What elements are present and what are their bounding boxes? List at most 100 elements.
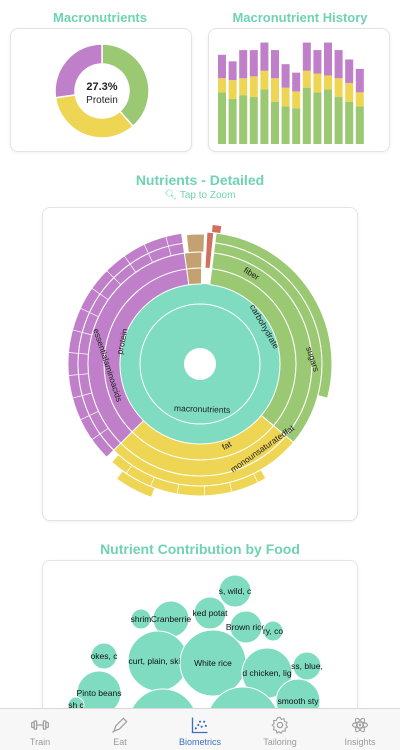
food-bubble[interactable] — [218, 574, 252, 608]
tab-biometrics[interactable]: Biometrics — [160, 709, 240, 750]
history-bar-segment — [239, 95, 248, 144]
sunburst-tan-slice[interactable] — [185, 233, 206, 254]
macronutrients-card[interactable]: 27.3% Protein — [10, 28, 192, 152]
macronutrients-donut-chart: 27.3% Protein — [54, 43, 150, 139]
history-bar-segment — [228, 61, 237, 81]
food-bubble[interactable] — [193, 596, 227, 630]
nutrients-sunburst-card[interactable]: macronutrients protein essentialaminoacids… — [42, 207, 358, 521]
tab-tailoring-label: Tailoring — [263, 737, 297, 747]
sunburst-red-slice[interactable] — [204, 231, 215, 270]
sunburst-carb-layer[interactable] — [214, 232, 333, 399]
donut-center-value: 27.3% — [86, 81, 117, 93]
history-bar-segment — [260, 42, 269, 71]
food-bubble-label: Brown rice — [226, 622, 266, 632]
history-bar-segment — [324, 75, 332, 90]
food-bubble-label: curt, plain, skim — [128, 656, 187, 666]
sunburst-divider — [91, 288, 109, 301]
tap-to-zoom-hint[interactable]: 🔍︎ Tap to Zoom — [0, 190, 400, 201]
sunburst-core-macronutrients[interactable] — [119, 284, 280, 444]
history-bar-segment — [324, 89, 332, 144]
food-bubble-label: White rice — [194, 658, 232, 668]
dumbbell-icon — [31, 720, 49, 730]
zoom-icon: 🔍︎ — [164, 190, 178, 201]
history-bar-segment — [260, 70, 269, 90]
tab-train[interactable]: Train — [0, 709, 80, 750]
history-bar-segment — [281, 106, 290, 144]
history-bar-segment — [281, 87, 290, 107]
bottom-tab-bar: Train Eat Biometrics Tailoring — [0, 708, 400, 750]
food-bubble[interactable] — [229, 610, 263, 644]
sunburst-divider — [68, 352, 89, 355]
food-bubble-label: ked potat — [193, 608, 229, 618]
macronutrients-title: Macronutrients — [53, 10, 147, 25]
donut-slice-protein[interactable] — [54, 43, 103, 99]
sunburst-divider — [274, 459, 282, 469]
macronutrient-history-card[interactable] — [208, 28, 390, 152]
nutrient-contribution-card[interactable]: s, wild, c ked potat Cranberrie shrim Brown … — [42, 560, 358, 720]
food-bubble-label: d chicken, lig — [242, 668, 291, 678]
history-bar-segment — [313, 73, 322, 93]
food-bubble[interactable] — [262, 620, 284, 642]
history-bar-segment — [313, 92, 322, 144]
sunburst-divider — [124, 255, 137, 273]
food-bubble-label: shrim — [131, 614, 152, 624]
history-bar-segment — [313, 50, 322, 74]
sunburst-divider — [72, 329, 92, 336]
food-bubble-label: smooth sty — [277, 696, 319, 706]
sunburst-fat-layer[interactable] — [110, 453, 267, 497]
nutrients-detailed-title: Nutrients - Detailed — [135, 172, 265, 188]
tab-insights[interactable]: Insights — [320, 709, 400, 750]
history-bar-segment — [281, 64, 290, 88]
history-bar-segment — [355, 92, 364, 107]
sunburst-fat-layer[interactable] — [115, 470, 156, 499]
history-bar-segment — [334, 97, 343, 144]
tab-eat-label: Eat — [113, 737, 127, 747]
food-bubble[interactable] — [130, 608, 152, 630]
history-bar-segment — [218, 78, 226, 93]
history-bar-segment — [249, 76, 258, 98]
history-bar-segment — [302, 70, 311, 88]
sunburst-divider — [80, 307, 99, 317]
sunburst-divider — [253, 473, 259, 483]
sunburst-divider — [80, 411, 99, 421]
sunburst-red-slice[interactable] — [210, 223, 223, 235]
sunburst-divider — [165, 236, 172, 256]
history-bar-segment — [345, 59, 354, 83]
sunburst-label-macronutrients: macronutrients — [174, 403, 231, 415]
history-bar-segment — [334, 50, 343, 79]
history-bar-segment — [334, 78, 343, 98]
history-bar-segment — [249, 97, 258, 144]
sunburst-ring2-other[interactable] — [183, 251, 203, 270]
history-bar-segment — [302, 42, 311, 71]
tab-eat[interactable]: Eat — [80, 709, 160, 750]
food-bubble[interactable] — [292, 651, 322, 681]
sunburst-divider — [106, 442, 122, 458]
history-bar-segment — [218, 54, 226, 79]
tap-to-zoom-label: Tap to Zoom — [179, 190, 236, 201]
sunburst-divider — [68, 373, 89, 376]
food-bubble-label: Pinto beans — [77, 688, 122, 698]
food-bubble-label: ss, blue, — [291, 661, 323, 671]
sunburst-divider — [176, 484, 180, 495]
history-bar-segment — [355, 106, 364, 144]
history-bar-segment — [228, 98, 237, 144]
sunburst-ring1-other[interactable] — [186, 267, 203, 286]
history-bar-segment — [271, 101, 279, 144]
food-bubble-label: s, wild, c — [219, 586, 252, 596]
sunburst-divider — [150, 476, 155, 487]
tab-tailoring[interactable]: Tailoring — [240, 709, 320, 750]
history-bar-segment — [292, 91, 301, 109]
atom-icon — [351, 717, 369, 733]
macronutrient-history-chart — [218, 42, 364, 144]
history-bar-segment — [292, 72, 301, 92]
sunburst-divider — [229, 482, 233, 493]
history-bar-segment — [292, 108, 301, 144]
sunburst-protein-layer[interactable] — [67, 232, 184, 459]
nutrients-sunburst-chart[interactable]: macronutrientsproteinessentialaminoacids… — [43, 208, 358, 521]
sunburst-core-ring — [139, 303, 261, 425]
tab-insights-label: Insights — [344, 737, 376, 747]
history-bar-segment — [228, 80, 237, 99]
food-bubble[interactable] — [90, 642, 118, 670]
history-bar-segment — [260, 89, 269, 144]
